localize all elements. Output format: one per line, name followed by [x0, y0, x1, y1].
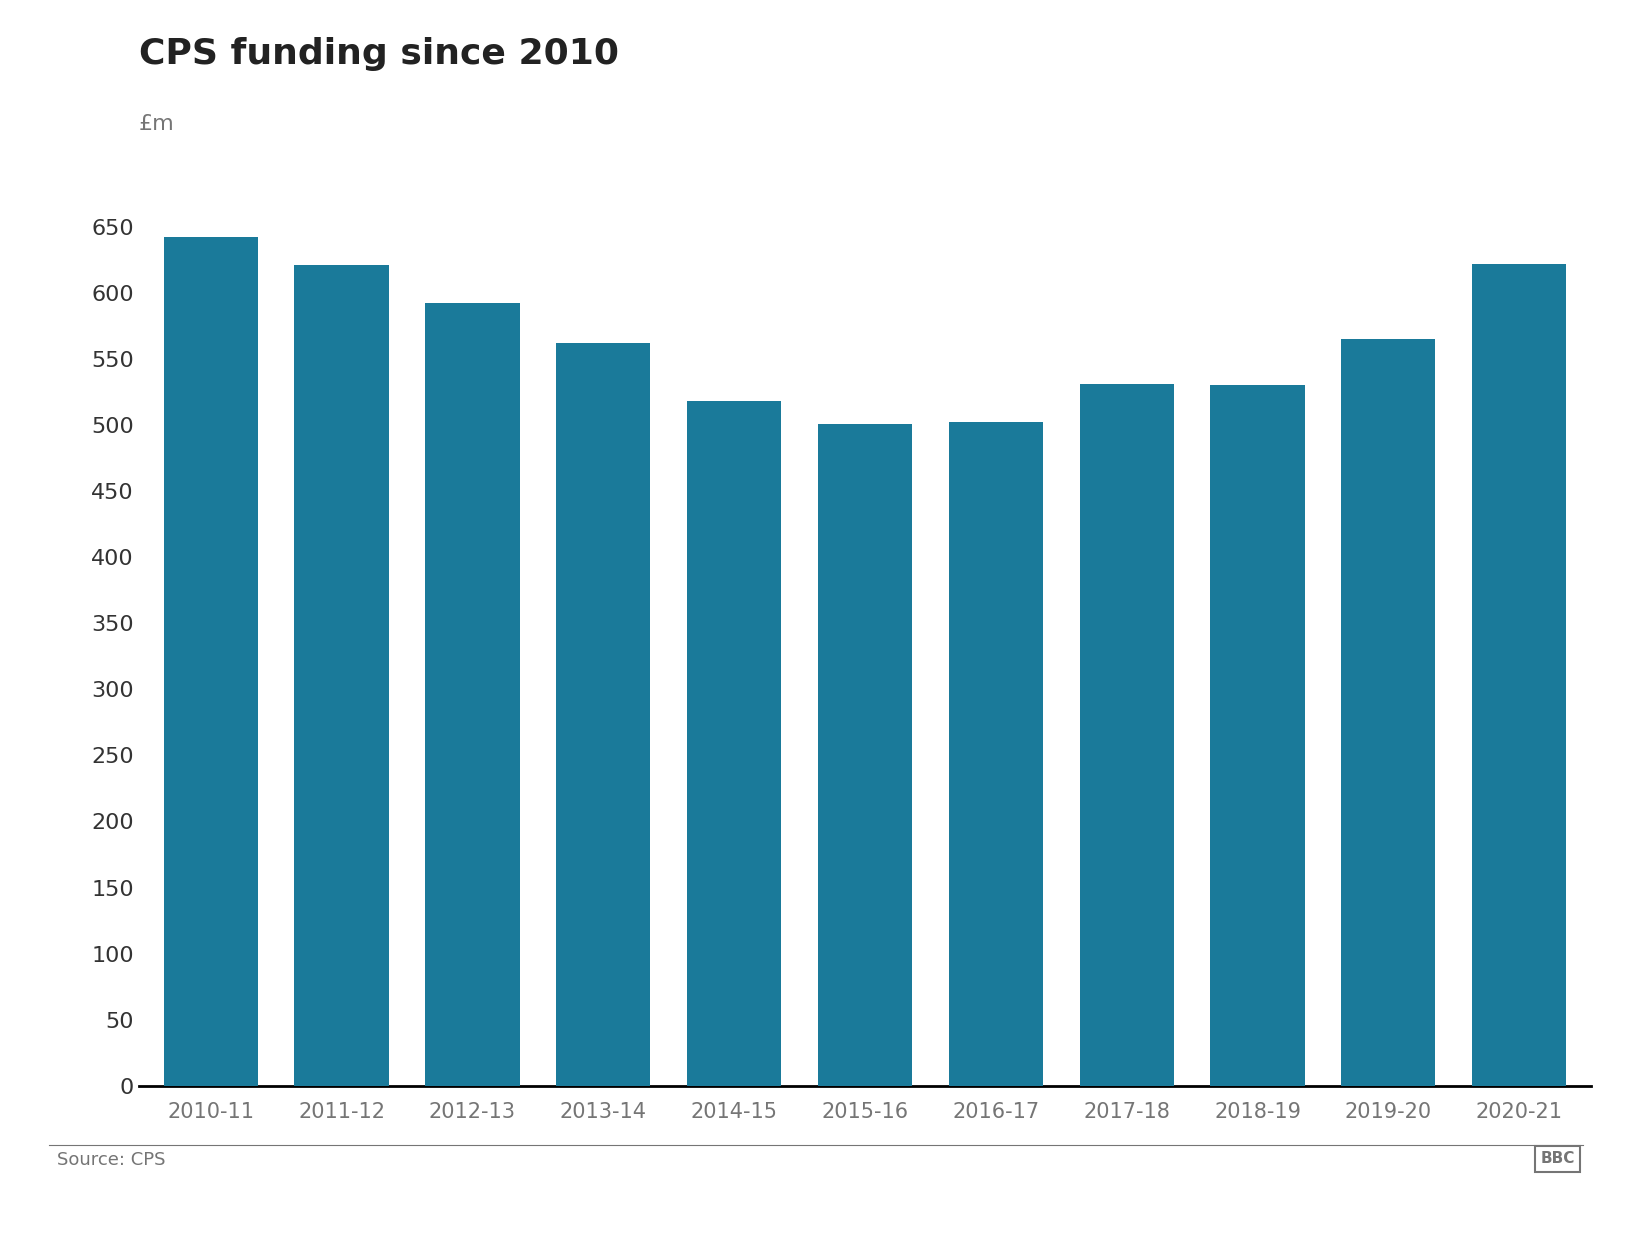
Bar [1342, 339, 1436, 1086]
Bar [948, 422, 1043, 1086]
Bar [426, 304, 519, 1086]
Bar [1079, 384, 1173, 1086]
Bar [687, 401, 782, 1086]
Text: Source: CPS: Source: CPS [57, 1151, 165, 1170]
Bar [1211, 385, 1304, 1086]
Bar [294, 265, 388, 1086]
Text: CPS funding since 2010: CPS funding since 2010 [139, 37, 619, 72]
Text: £m: £m [139, 114, 175, 133]
Text: BBC: BBC [1541, 1151, 1575, 1166]
Bar [818, 423, 912, 1086]
Bar [557, 343, 651, 1086]
Bar [163, 237, 258, 1086]
Bar [1472, 264, 1567, 1086]
